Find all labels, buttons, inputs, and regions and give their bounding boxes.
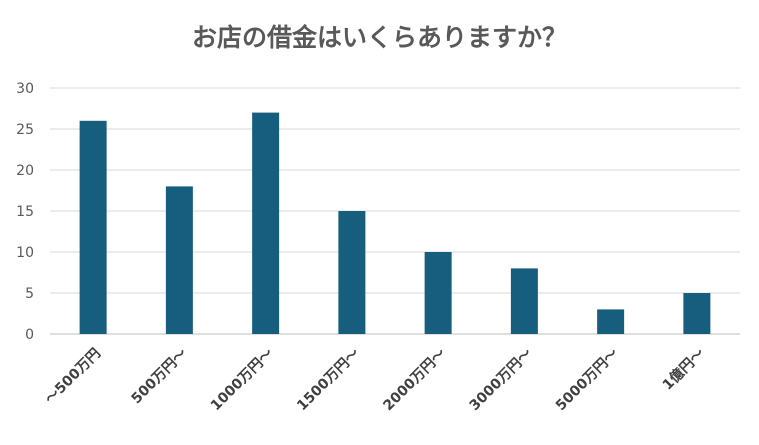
x-category-label: 5000万円～ [553, 346, 622, 415]
bar [165, 186, 193, 334]
bar [683, 293, 711, 334]
y-tick-label: 5 [25, 286, 34, 302]
x-category-label: 2000万円～ [380, 346, 449, 415]
gridlines [50, 87, 740, 335]
chart-title: お店の借金はいくらありますか？ [191, 23, 567, 52]
y-tick-label: 0 [25, 327, 34, 343]
bars [79, 112, 711, 334]
y-tick-label: 10 [16, 245, 34, 261]
x-category-label: 1000万円～ [208, 346, 277, 415]
y-tick-label: 25 [16, 122, 34, 138]
y-tick-label: 15 [16, 204, 34, 220]
y-tick-label: 20 [16, 163, 34, 179]
bar [338, 211, 366, 334]
bar [597, 309, 625, 334]
x-axis-category-labels: ～500万円 500万円～ 1000万円～ 1500万円～ 2000万円～ 3000万円～… [42, 345, 707, 414]
y-axis-tick-labels: 0 5 10 15 20 25 30 [16, 81, 34, 343]
x-category-label: 3000万円～ [467, 346, 536, 415]
bar [510, 268, 538, 334]
bar [424, 252, 452, 334]
y-tick-label: 30 [16, 81, 34, 97]
x-category-label: 1億円～ [659, 345, 708, 394]
x-category-label: ～500万円 [42, 346, 104, 408]
bar [79, 120, 107, 334]
x-category-label: 1500万円～ [294, 346, 363, 415]
bar [252, 112, 280, 334]
x-category-label: 500万円～ [129, 346, 191, 408]
